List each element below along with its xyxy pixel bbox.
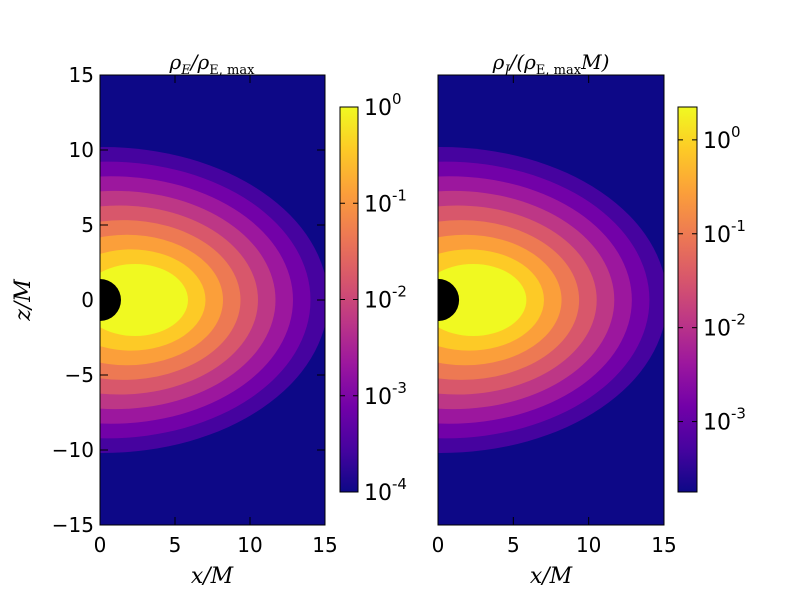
x-tick-label: 10	[576, 533, 601, 557]
panel-angular-momentum-density: ρJ/(ρE, maxM) 0 5 10 15 x/M 100 10-1 10-2 10-3	[432, 50, 746, 589]
colorbar-ticks-2: 100 10-1 10-2 10-3	[678, 123, 746, 436]
colorbar-ticks-1: 100 10-1 10-2 10-3 10-4	[340, 90, 407, 506]
x-tick-label: 0	[94, 533, 107, 557]
x-ticks-2: 0 5 10 15	[432, 75, 677, 557]
y-tick-label: 15	[69, 63, 94, 87]
x-tick-label: 15	[651, 533, 676, 557]
x-tick-label: 10	[237, 533, 262, 557]
y-tick-label: 5	[81, 213, 94, 237]
panel-2-title: ρJ/(ρE, maxM)	[492, 50, 610, 78]
y-tick-label: 0	[81, 288, 94, 312]
y-tick-label: −5	[65, 363, 94, 387]
heatmap-energy-density	[100, 75, 325, 525]
density-contour-level-9	[438, 263, 527, 337]
x-tick-label: 15	[312, 533, 337, 557]
density-contour-level-9	[100, 263, 188, 337]
y-tick-label: −10	[52, 438, 94, 462]
x-axis-label-2: x/M	[530, 564, 573, 589]
plot-frame-2	[437, 74, 665, 526]
x-tick-label: 5	[169, 533, 182, 557]
colorbar-tick-label: 100	[364, 90, 402, 121]
colorbar-tick-label: 10-3	[703, 405, 746, 436]
y-tick-label: 10	[69, 138, 94, 162]
panel-energy-density: ρE/ρE, max 0 5 10 15 −15 −10 −5 0 5 10 15 x/M z/M…	[11, 50, 407, 589]
colorbar-tick-label: 10-2	[703, 311, 746, 342]
black-hole-horizon	[100, 279, 121, 321]
colorbar-tick-label: 10-4	[364, 475, 407, 506]
colorbar-tick-label: 10-1	[703, 217, 746, 248]
colorbar-tick-label: 10-1	[364, 186, 407, 217]
y-tick-label: −15	[52, 513, 94, 537]
x-tick-label: 5	[507, 533, 520, 557]
colorbar-tick-label: 10-3	[364, 379, 407, 410]
colorbar-2	[677, 106, 698, 493]
x-ticks-1: 0 5 10 15	[94, 75, 338, 557]
y-axis-label: z/M	[11, 279, 36, 322]
x-axis-label-1: x/M	[191, 564, 234, 589]
y-ticks-1: −15 −10 −5 0 5 10 15	[52, 63, 325, 537]
colorbar-tick-label: 100	[703, 123, 741, 154]
colorbar-tick-label: 10-2	[364, 283, 407, 314]
heatmap-angular-momentum-density	[438, 75, 664, 525]
panel-1-title: ρE/ρE, max	[169, 50, 256, 78]
x-tick-label: 0	[432, 533, 445, 557]
black-hole-horizon	[438, 278, 460, 322]
